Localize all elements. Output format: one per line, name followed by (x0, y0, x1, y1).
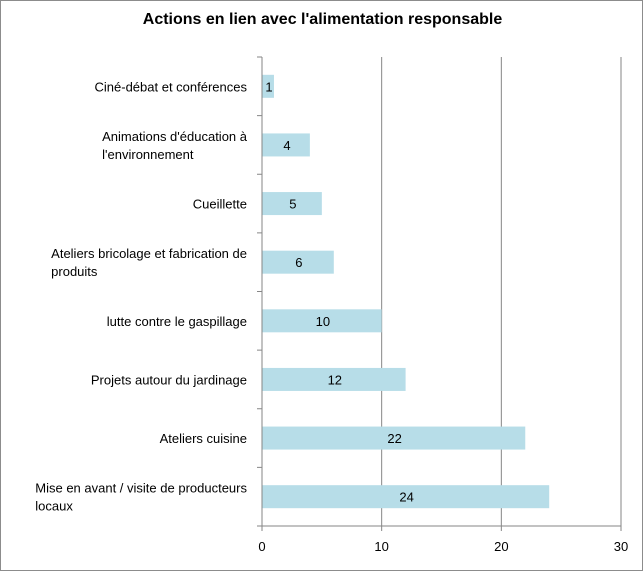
bar (262, 309, 382, 333)
category-label: Animations d'éducation à (102, 129, 248, 144)
data-label: 12 (328, 372, 342, 387)
bar (262, 250, 334, 274)
bar (262, 485, 550, 509)
bar (262, 367, 406, 391)
bar (262, 74, 274, 98)
category-label: Ciné-débat et conférences (95, 79, 248, 94)
data-label: 4 (283, 138, 290, 153)
axes (257, 56, 622, 531)
data-label: 5 (289, 197, 296, 212)
category-label-line2: l'environnement (102, 147, 194, 162)
bar (262, 426, 526, 450)
x-tick-label: 20 (494, 539, 508, 554)
category-label: lutte contre le gaspillage (107, 314, 247, 329)
category-label-line2: produits (51, 264, 98, 279)
data-label: 24 (399, 490, 413, 505)
chart-title: Actions en lien avec l'alimentation resp… (142, 11, 503, 28)
category-label: Projets autour du jardinage (91, 372, 247, 387)
category-label: Ateliers cuisine (160, 431, 247, 446)
bar (262, 133, 310, 157)
x-tick-label: 30 (614, 539, 628, 554)
x-tick-label: 0 (258, 539, 265, 554)
category-label: Cueillette (193, 197, 247, 212)
data-label: 6 (295, 255, 302, 270)
category-label: Mise en avant / visite de producteurs (35, 481, 247, 496)
data-label: 10 (316, 314, 330, 329)
labels: 1 4 5 6 10 12 22 24 0 10 20 30 Ciné-débat et confére… (35, 79, 628, 554)
data-label: 22 (387, 431, 401, 446)
bars (262, 74, 550, 509)
bar (262, 192, 322, 216)
gridlines (381, 57, 622, 526)
category-label-line2: locaux (35, 499, 73, 514)
category-label: Ateliers bricolage et fabrication de (51, 246, 247, 261)
data-label: 1 (265, 79, 272, 94)
x-tick-label: 10 (374, 539, 388, 554)
